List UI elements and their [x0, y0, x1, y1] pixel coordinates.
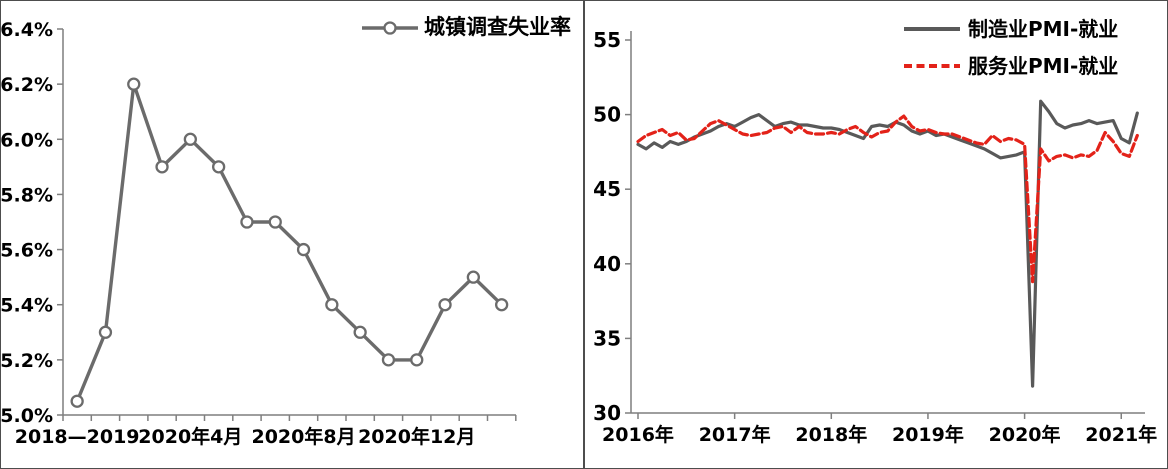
unemployment-legend-label: 城镇调查失业率 — [424, 15, 571, 39]
unemployment-data-point — [155, 160, 169, 174]
y-axis-tick-label: 5.8% — [1, 184, 53, 206]
y-axis-tick-label: 6.0% — [1, 129, 53, 151]
y-axis-tick-label: 30 — [593, 401, 621, 425]
unemployment-data-point — [70, 394, 84, 408]
manufacturing-pmi-line — [636, 99, 1139, 388]
y-axis-tick-label: 6.4% — [1, 19, 53, 41]
services-legend-label: 服务业PMI-就业 — [968, 54, 1119, 78]
unemployment-legend: 城镇调查失业率 — [361, 17, 571, 38]
dashed-line-swatch-icon — [904, 64, 960, 68]
y-axis-tick-label: 55 — [593, 28, 621, 52]
unemployment-data-point — [211, 160, 226, 174]
x-axis-tick-label: 2019年 — [892, 423, 964, 446]
unemployment-data-point — [325, 298, 339, 312]
x-axis-tick-label: 2017年 — [699, 423, 771, 446]
unemployment-chart-panel: 5.0% 5.2% 5.4% 5.6% 5.8% 6.0% 6.2% 6.4% 2018—201… — [0, 0, 584, 469]
y-axis-tick-label: 50 — [593, 103, 621, 127]
x-axis-tick-label: 2016年 — [602, 423, 674, 446]
y-axis-tick-label: 40 — [593, 252, 621, 276]
legend-item-services: 服务业PMI-就业 — [903, 56, 1118, 76]
unemployment-data-point — [268, 215, 282, 229]
unemployment-data-point — [127, 77, 141, 91]
y-axis-tick-label: 6.2% — [1, 74, 53, 96]
x-axis-tick-label: 2021年 — [1085, 423, 1157, 446]
x-axis-tick-label: 2020年4月 — [138, 425, 242, 448]
pmi-employment-chart: 30 35 40 45 50 55 2016年 2017年 2018年 2019年 2020年 202… — [593, 28, 1157, 446]
x-axis-tick-label: 2020年8月 — [251, 425, 355, 448]
x-axis-tick-label: 2018—2019 — [15, 426, 140, 448]
y-axis-tick-label: 45 — [593, 177, 621, 201]
unemployment-data-point — [410, 353, 424, 367]
unemployment-data-point — [494, 298, 509, 312]
unemployment-data-point — [353, 325, 367, 339]
pmi-chart-panel: 30 35 40 45 50 55 2016年 2017年 2018年 2019年 2020年 202… — [584, 0, 1168, 469]
unemployment-data-point — [466, 270, 481, 284]
legend-item-manufacturing: 制造业PMI-就业 — [903, 19, 1118, 39]
y-axis-tick-label: 35 — [593, 326, 621, 350]
unemployment-data-point — [296, 242, 311, 257]
unemployment-rate-line — [75, 82, 504, 403]
unemployment-data-point — [240, 215, 254, 229]
y-axis-tick-label: 5.0% — [1, 405, 53, 427]
unemployment-data-point — [438, 298, 452, 312]
x-axis-tick-label: 2020年 — [989, 423, 1061, 446]
unemployment-rate-chart: 5.0% 5.2% 5.4% 5.6% 5.8% 6.0% 6.2% 6.4% 2018—201… — [1, 19, 517, 448]
services-pmi-line — [636, 114, 1139, 284]
solid-line-swatch-icon — [904, 27, 960, 31]
line-circle-marker-icon — [362, 20, 418, 35]
y-axis-tick-label: 5.2% — [1, 350, 53, 372]
manufacturing-legend-label: 制造业PMI-就业 — [968, 17, 1119, 41]
y-axis-tick-label: 5.4% — [1, 295, 53, 317]
pmi-legend: 制造业PMI-就业 服务业PMI-就业 — [903, 19, 1118, 76]
x-axis-tick-label: 2018年 — [795, 423, 867, 446]
unemployment-data-point — [183, 132, 198, 146]
unemployment-data-point — [381, 353, 396, 367]
x-axis-tick-label: 2020年12月 — [358, 425, 475, 448]
y-axis-tick-label: 5.6% — [1, 240, 53, 262]
unemployment-data-point — [98, 325, 113, 339]
